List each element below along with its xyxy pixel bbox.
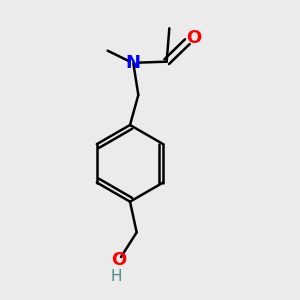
Text: H: H <box>111 269 122 284</box>
Text: N: N <box>126 54 141 72</box>
Text: O: O <box>186 29 201 47</box>
Text: O: O <box>111 251 126 269</box>
